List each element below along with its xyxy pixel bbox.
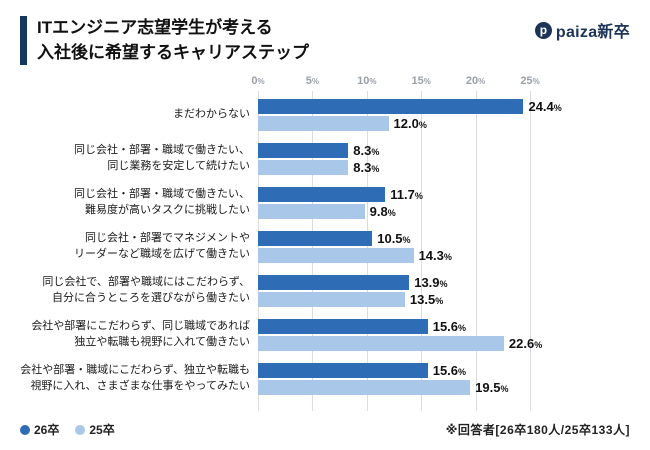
gridline-15 (421, 91, 423, 411)
page-title: ITエンジニア志望学生が考える 入社後に希望するキャリアステップ (37, 16, 309, 65)
bar-line: 13.9% (258, 275, 630, 291)
bar-value-25卒: 14.3% (418, 248, 452, 264)
bar-25卒 (258, 336, 504, 352)
bar-group: 13.9% 13.5% (258, 275, 630, 308)
paiza-logo-text: paiza新卒 (555, 24, 630, 41)
chart-row: 会社や部署・職域にこだわらず、独立や転職も 視野に入れ、さまざまな仕事をやってみ… (20, 357, 630, 401)
category-label: 同じ会社・部署でマネジメントや リーダーなど職域を広げて働きたい (74, 232, 250, 261)
bar-group: 15.6% 19.5% (258, 363, 630, 396)
axis-ticks: 0% 5% 10% 15% 20% 25% (251, 75, 630, 93)
legend: 26卒 25卒 (20, 421, 115, 438)
axis-tick-15: 15% (411, 75, 431, 88)
legend-label-26: 26卒 (34, 423, 60, 437)
bar-25卒 (258, 160, 349, 176)
bar-value-25卒: 9.8% (369, 204, 396, 220)
category-label: まだわからない (173, 108, 250, 121)
title-block: ITエンジニア志望学生が考える 入社後に希望するキャリアステップ (20, 16, 309, 66)
chart-row: まだわからない 24.4% 12.0% (20, 93, 630, 137)
bar-group: 24.4% 12.0% (258, 99, 630, 132)
paiza-logo-icon: p (534, 21, 552, 39)
bar-value-25卒: 12.0% (393, 116, 427, 132)
bar-26卒 (258, 231, 373, 247)
bar-group: 11.7% 9.8% (258, 187, 630, 220)
bar-value-25卒: 13.5% (409, 292, 444, 308)
bar-line: 8.3% (258, 160, 630, 176)
category-label: 会社や部署にこだわらず、同じ職域であれば 独立や転職も視野に入れて働きたい (31, 320, 250, 349)
bar-line: 8.3% (258, 143, 630, 159)
bar-25卒 (258, 204, 365, 220)
bar-value-25卒: 8.3% (353, 160, 380, 176)
bar-line: 22.6% (258, 336, 630, 352)
footer: 26卒 25卒 ※回答者[26卒180人/25卒133人] (20, 421, 630, 438)
legend-dot-25 (75, 424, 86, 435)
bar-line: 19.5% (258, 380, 630, 396)
bar-value-25卒: 19.5% (475, 380, 509, 396)
legend-dot-26 (20, 424, 30, 435)
header: ITエンジニア志望学生が考える 入社後に希望するキャリアステップ p paiza… (20, 16, 630, 66)
category-label: 同じ会社・部署・職域で働きたい、 同じ業務を安定して続けたい (74, 144, 250, 173)
title-accent-bar (20, 16, 27, 66)
axis-tick-20: 20% (465, 75, 486, 88)
bar-line: 15.6% (258, 363, 630, 379)
chart-row: 同じ会社・部署でマネジメントや リーダーなど職域を広げて働きたい 10.5% 14.… (20, 225, 630, 269)
bar-line: 10.5% (258, 231, 630, 247)
bar-chart: 0% 5% 10% 15% 20% 25% まだわからない 24.4% 12.0% 同じ会社・部… (20, 75, 630, 415)
bar-26卒 (258, 143, 349, 159)
axis-tick-10: 10% (357, 75, 377, 88)
bar-value-26卒: 24.4% (528, 99, 562, 115)
bar-value-25卒: 22.6% (508, 336, 543, 352)
x-axis: 0% 5% 10% 15% 20% 25% (20, 75, 630, 93)
page-title-line1: ITエンジニア志望学生が考える (37, 18, 273, 37)
respondents-note: ※回答者[26卒180人/25卒133人] (445, 423, 630, 437)
chart-row: 同じ会社・部署・職域で働きたい、 同じ業務を安定して続けたい 8.3% 8.3% (20, 137, 630, 181)
bar-line: 11.7% (258, 187, 630, 203)
axis-tick-0: 0% (251, 75, 265, 88)
paiza-logo: p paiza新卒 (534, 18, 630, 42)
bar-group: 10.5% 14.3% (258, 231, 630, 264)
bar-value-26卒: 8.3% (353, 143, 380, 159)
category-label: 同じ会社・部署・職域で働きたい、 難易度が高いタスクに挑戦したい (74, 188, 250, 217)
chart-rows: まだわからない 24.4% 12.0% 同じ会社・部署・職域で働きたい、 同じ業務を安… (20, 93, 630, 401)
bar-value-26卒: 15.6% (432, 319, 467, 335)
chart-row: 同じ会社・部署・職域で働きたい、 難易度が高いタスクに挑戦したい 11.7% 9.8… (20, 181, 630, 225)
legend-item-26: 26卒 (20, 421, 59, 438)
page-title-line2: 入社後に希望するキャリアステップ (37, 42, 309, 62)
bar-line: 15.6% (258, 319, 630, 335)
bar-value-26卒: 13.9% (414, 275, 448, 291)
bar-line: 9.8% (258, 204, 630, 220)
bar-26卒 (258, 99, 524, 115)
axis-tick-25: 25% (520, 75, 540, 88)
bar-25卒 (258, 248, 414, 264)
chart-row: 会社や部署にこだわらず、同じ職域であれば 独立や転職も視野に入れて働きたい 15.… (20, 313, 630, 357)
gridline-25 (530, 91, 531, 411)
bar-group: 15.6% 22.6% (258, 319, 630, 352)
bar-line: 24.4% (258, 99, 630, 115)
bar-value-26卒: 10.5% (377, 231, 411, 247)
legend-item-25: 25卒 (75, 421, 115, 438)
bar-line: 13.5% (258, 292, 630, 308)
axis-tick-5: 5% (305, 75, 320, 88)
category-label: 会社や部署・職域にこだわらず、独立や転職も 視野に入れ、さまざまな仕事をやってみ… (20, 364, 250, 393)
gridline-20 (475, 91, 477, 411)
bar-value-26卒: 11.7% (390, 187, 423, 203)
bar-line: 12.0% (258, 116, 630, 132)
bar-26卒 (258, 319, 428, 335)
bar-value-26卒: 15.6% (432, 363, 467, 379)
bar-25卒 (258, 380, 471, 396)
category-label: 同じ会社で、部署や職域にはこだわらず、 自分に合うところを選びながら働きたい (42, 276, 250, 305)
bar-26卒 (258, 363, 428, 379)
bar-26卒 (258, 187, 386, 203)
bar-group: 8.3% 8.3% (258, 143, 630, 176)
chart-row: 同じ会社で、部署や職域にはこだわらず、 自分に合うところを選びながら働きたい 13… (20, 269, 630, 313)
bar-26卒 (258, 275, 410, 291)
bar-25卒 (258, 292, 405, 308)
bar-25卒 (258, 116, 389, 132)
legend-label-25: 25卒 (89, 423, 115, 437)
bar-line: 14.3% (258, 248, 630, 264)
axis-label-spacer (20, 75, 250, 93)
